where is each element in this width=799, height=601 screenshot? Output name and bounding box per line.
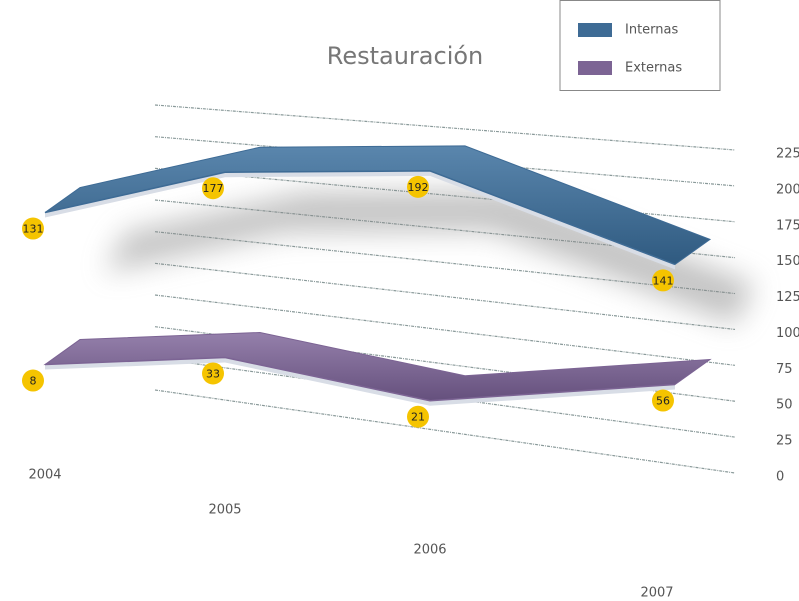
value-badge: [22, 369, 44, 392]
series-line: [44, 170, 676, 266]
value-label: 33: [206, 367, 220, 380]
grid-line: [154, 294, 736, 366]
value-label: 141: [653, 274, 674, 287]
value-badge: [22, 217, 44, 240]
grid-line: [154, 104, 736, 151]
x-tick-label: 2005: [208, 503, 241, 518]
y-tick-label: 50: [776, 398, 793, 413]
legend-label: Externas: [625, 61, 682, 76]
value-badge: [407, 175, 429, 198]
y-tick-label: 100: [776, 326, 799, 341]
y-tick-label: 200: [776, 182, 799, 197]
value-badge: [407, 405, 429, 428]
y-tick-label: 175: [776, 218, 799, 233]
grid-line: [154, 389, 736, 474]
grid-line: [154, 167, 736, 223]
legend-swatch: [578, 61, 612, 75]
grid-line: [154, 136, 736, 187]
grid-line: [154, 262, 736, 331]
value-badge: [202, 362, 224, 385]
legend-label: Internas: [625, 23, 678, 38]
y-tick-label: 125: [776, 290, 799, 305]
value-label: 177: [203, 182, 224, 195]
legend-swatch: [578, 23, 612, 37]
chart-title: Restauración: [327, 42, 484, 70]
x-tick-label: 2004: [28, 468, 61, 483]
legend: [559, 0, 721, 91]
x-tick-label: 2007: [640, 586, 673, 601]
value-badge: [652, 389, 674, 412]
value-label: 8: [30, 375, 37, 388]
y-tick-label: 25: [776, 434, 793, 449]
value-badge: [652, 269, 674, 292]
value-badge: [202, 177, 224, 200]
y-tick-label: 225: [776, 147, 799, 162]
ribbon-edge: [45, 170, 675, 270]
value-label: 56: [656, 395, 670, 408]
x-tick-label: 2006: [413, 543, 446, 558]
y-tick-label: 150: [776, 254, 799, 269]
y-tick-label: 0: [776, 470, 784, 485]
value-label: 192: [408, 181, 429, 194]
value-label: 21: [411, 411, 425, 424]
y-tick-label: 75: [776, 362, 793, 377]
value-label: 131: [23, 223, 44, 236]
series-line: [44, 356, 676, 402]
